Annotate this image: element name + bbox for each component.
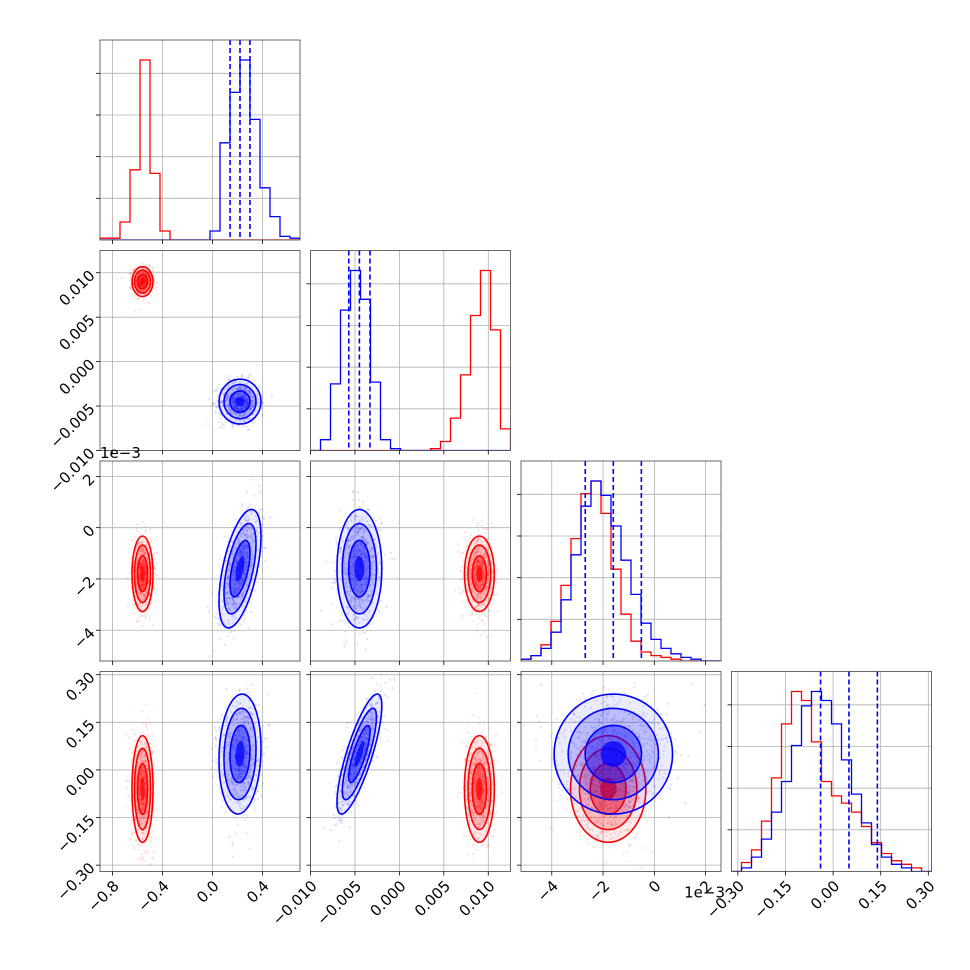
x-tick-label: 0.005 [411,877,454,920]
panel-background [310,461,511,661]
scatter-panel-3-0: −0.8 −0.4 0.0 0.4−0.30−0.150.000.150.30 [53,668,301,916]
y-tick-label: −2 [70,573,98,601]
hist-panel-0 [96,39,301,244]
panel-frame [99,671,301,872]
panel-frame [520,460,722,662]
y-tick-label: 0 [79,521,98,540]
scatter-series-1 [522,682,706,839]
panel-background [310,671,511,872]
y-tick-label: 0.010 [55,267,98,310]
histogram-series-1 [310,269,511,451]
hist-panel-2 [517,460,722,665]
x-tick-label: −0.15 [750,877,795,922]
x-tick-label: −2 [585,877,613,905]
y-tick-label: −0.005 [47,400,99,452]
panel-frame [99,39,301,241]
contour-level-3 [600,741,626,767]
panel-frame [310,250,511,451]
contour-level-3 [354,741,365,767]
x-tick-label: −0.8 [84,877,122,915]
scatter-panel-3-2: −4 −2 0 2 [517,671,722,905]
y-offset-text: 1e−3 [100,444,141,462]
histogram-series-1 [100,59,300,240]
histogram-series-1 [731,690,932,872]
panel-frame [99,460,301,662]
contour-level-3 [235,556,245,582]
panel-frame [731,671,932,872]
y-tick-label: 0.00 [62,764,98,800]
x-tick-label: −0.4 [134,877,172,915]
y-tick-label: −4 [70,624,98,652]
histogram-series-0 [100,59,300,240]
scatter-panel-2-1 [306,460,511,665]
contour-level-3 [235,741,245,767]
histogram-series-1 [521,480,721,661]
panel-background [100,461,300,661]
contour-level-3 [476,565,483,582]
x-tick-label: 0.15 [855,877,891,913]
scatter-panel-3-1: −0.010−0.005 0.000 0.005 0.010 [269,671,511,929]
histogram-series-0 [731,690,932,872]
contour-level-3 [140,777,145,801]
x-tick-label: 0 [645,877,664,896]
x-tick-label: 0.00 [807,877,843,913]
x-offset-text: 1e−3 [684,884,725,902]
y-tick-label: 2 [79,470,98,489]
contour-level-3 [140,278,145,285]
y-tick-label: −0.15 [53,811,98,856]
hist-panel-3: −0.30 −0.15 0.00 0.15 0.30 [703,671,939,922]
contour-level-3 [476,777,483,801]
contour-level-3 [235,396,245,407]
x-tick-label: −4 [534,877,562,905]
panel-frame [99,250,301,451]
y-tick-label: 0.30 [62,668,98,704]
panel-frame [520,671,722,872]
scatter-panel-2-0: −4 −2 0 2 [70,460,301,665]
x-tick-label: −0.010 [269,877,321,929]
panel-background [100,250,300,451]
panel-background [100,671,300,872]
x-tick-label: 0.000 [367,877,410,920]
histogram-series-0 [310,269,511,451]
panel-frame [310,671,511,872]
hist-panel-1 [306,250,511,455]
x-tick-label: 0.30 [902,877,938,913]
x-tick-label: 0.010 [455,877,498,920]
x-tick-label: 0.0 [193,877,223,907]
y-tick-label: 0.005 [55,311,98,354]
contour-level-3 [140,565,145,582]
panel-frame [310,460,511,662]
x-tick-label: 0.4 [243,877,273,907]
y-tick-label: 0.000 [55,355,98,398]
y-tick-label: 0.15 [62,716,98,752]
contour-level-3 [354,556,365,582]
x-tick-label: −0.005 [313,877,365,929]
